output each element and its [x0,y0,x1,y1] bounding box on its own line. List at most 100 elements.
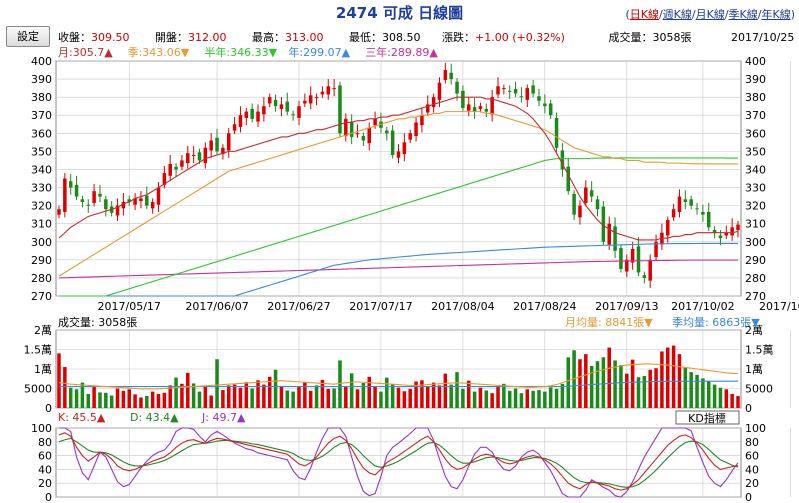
candle-body [355,133,360,135]
main-xtick: 2017/09/13 [595,300,658,313]
candle-body [689,199,693,206]
candle-body [273,99,278,107]
main-ytick-right: 390 [745,73,766,86]
candle-body [127,199,131,202]
candle-body [426,104,430,113]
volume-bar [332,388,336,408]
volume-bar [613,360,617,408]
candle-body [338,85,342,134]
main-ytick-left: 370 [31,109,52,122]
volume-bar [308,390,313,408]
volume-bar [221,390,225,408]
candle-body [671,209,676,218]
volume-bar [560,383,565,408]
main-ytick-left: 310 [31,218,52,231]
volume-bar [443,373,448,408]
main-ytick-right: 320 [745,200,766,213]
candle-body [601,206,606,242]
volume-bar [279,386,284,408]
kd-ytick-left: 40 [38,463,52,476]
kd-legend-item: D: 43.4▲ [130,411,179,424]
main-ytick-right: 340 [745,163,766,176]
volume-ma-season-line [59,380,738,388]
change-label: 漲跌： [442,31,475,44]
candle-body [186,153,190,164]
volume-bar [139,397,143,408]
volume-bar [168,385,172,408]
volume-bar [291,391,295,408]
volume-bar [244,382,249,408]
candle-body [712,230,717,233]
volume-bar [338,360,342,408]
ma-season-line [58,111,738,277]
volume-bar [619,365,623,408]
kd-legend-item: K: 45.5▲ [58,411,106,424]
candle-body [478,106,483,109]
main-ytick-right: 310 [745,218,766,231]
volume-bar [431,382,436,408]
candle-body [291,114,295,116]
candle-body [630,249,635,263]
volume-bar [355,389,360,408]
volume-bar [104,392,108,408]
volume-bar [267,376,272,408]
main-legend-item: 半年:346.33▼ [204,45,277,59]
volume-bar [490,393,494,408]
main-ytick-right: 380 [745,91,766,104]
link-monthly-k[interactable]: 月K線 [695,8,725,21]
candle-body [180,160,184,167]
main-xtick: 2017/06/07 [185,300,248,313]
candle-body [98,193,102,197]
volume-bar [98,392,102,408]
volume-bar [408,388,412,408]
volume-bar [666,347,670,408]
volume-bar [156,393,161,408]
main-legend-item: 年:299.07▲ [288,45,350,59]
candle-body [133,198,137,205]
volume-legend-month: 月均量: 8841張▼ [565,316,653,329]
volume-bar [203,386,208,408]
volume-bar [478,387,483,408]
volume-bar [654,368,658,408]
volume-bar [385,377,389,408]
link-daily-k[interactable]: 日K線 [629,8,659,21]
volume-bar [630,359,635,408]
main-xtick: 2017/10/25 [759,300,799,313]
kd-ytick-right: 60 [745,450,759,463]
volume-bar [326,388,331,408]
candle-body [373,118,377,126]
candle-body [262,106,266,115]
kd-ytick-left: 80 [38,436,52,449]
link-sep-4: / [757,8,762,21]
volume-bar [180,383,184,408]
j-line [59,427,739,498]
volume-bar [232,384,237,408]
settings-button[interactable]: 設定 [6,26,50,47]
link-yearly-k[interactable]: 年K線 [761,8,791,21]
candle-body [584,187,588,203]
volume-bar [519,393,524,408]
candle-body [215,137,219,152]
candle-body [326,86,331,95]
change-value: +1.00 (+0.32%) [475,31,565,44]
candle-body [308,95,313,104]
volume-bar [730,393,734,408]
main-ytick-right: 330 [745,182,766,195]
main-ytick-right: 360 [745,127,766,140]
candle-body [279,104,284,109]
volume-bar [191,383,196,408]
main-legend-item: 季:343.06▼ [128,46,190,59]
volume-ytick-right: 1.5萬 [745,344,774,357]
candle-body [437,82,442,100]
volume-bar [127,389,131,408]
kd-title-box [675,410,740,425]
link-weekly-k[interactable]: 週K線 [662,8,692,21]
volume-bar [349,373,354,408]
volume-bar [396,387,401,408]
candle-body [472,107,477,112]
volume-bar [80,382,85,408]
ma-year-line [59,242,738,297]
link-quarterly-k[interactable]: 季K線 [728,8,758,21]
candle-body [145,195,149,206]
volume-bar [625,373,629,408]
